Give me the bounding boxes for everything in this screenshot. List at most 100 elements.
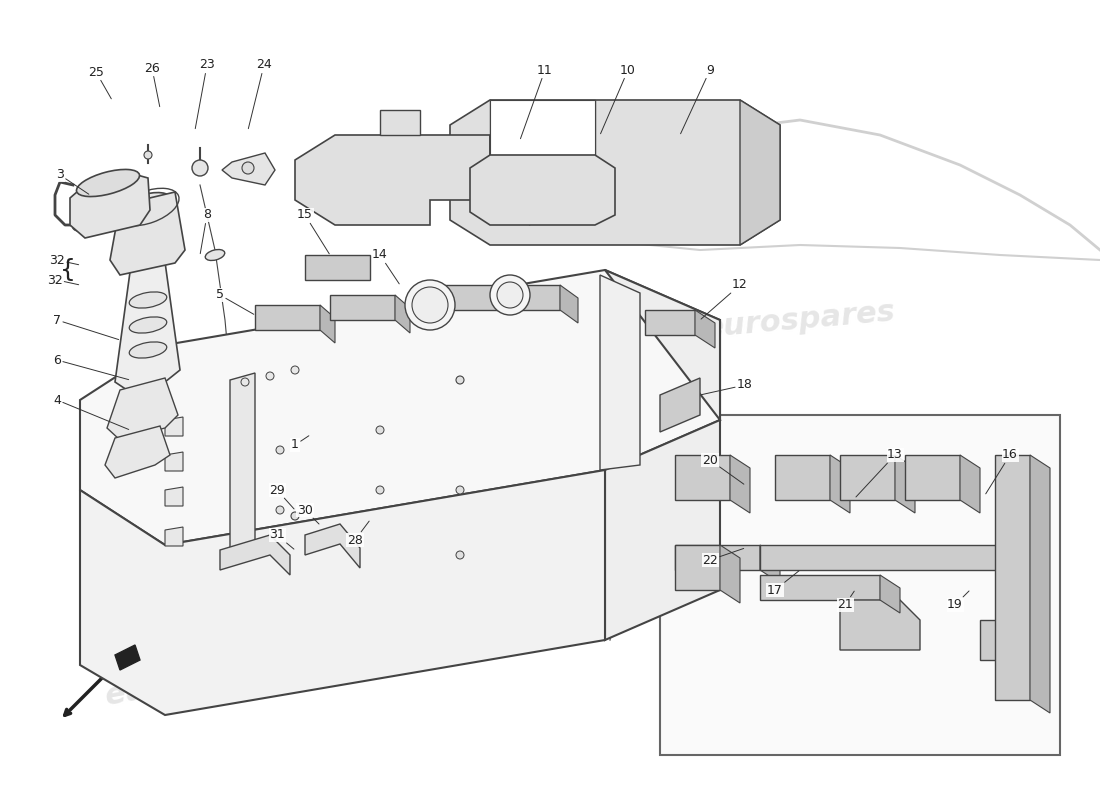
Polygon shape (1000, 545, 1020, 583)
Text: 16: 16 (986, 449, 1018, 494)
Ellipse shape (129, 342, 167, 358)
Circle shape (241, 378, 249, 386)
Polygon shape (1030, 455, 1050, 713)
Text: 32: 32 (47, 274, 63, 286)
Ellipse shape (129, 292, 167, 308)
Text: 15: 15 (297, 209, 329, 254)
Text: eurospares: eurospares (102, 649, 297, 711)
Polygon shape (490, 135, 530, 225)
Text: 23: 23 (196, 58, 214, 129)
Text: 24: 24 (249, 58, 272, 129)
Text: 31: 31 (270, 529, 294, 549)
Circle shape (497, 282, 522, 308)
Text: 25: 25 (88, 66, 111, 98)
Text: 6: 6 (53, 354, 129, 380)
Circle shape (292, 366, 299, 374)
Polygon shape (675, 455, 730, 500)
Polygon shape (776, 455, 830, 500)
Polygon shape (830, 455, 850, 513)
Text: 19: 19 (947, 591, 969, 611)
Circle shape (276, 506, 284, 514)
Text: 10: 10 (601, 63, 636, 134)
Polygon shape (80, 470, 605, 715)
Text: 12: 12 (701, 278, 748, 319)
Polygon shape (220, 535, 290, 575)
Circle shape (456, 486, 464, 494)
Ellipse shape (206, 250, 224, 261)
Polygon shape (760, 545, 780, 583)
Polygon shape (104, 426, 170, 478)
Circle shape (276, 446, 284, 454)
Polygon shape (980, 620, 1020, 660)
Ellipse shape (129, 317, 167, 333)
Text: eurospares: eurospares (552, 472, 748, 528)
Text: 20: 20 (702, 454, 744, 484)
Polygon shape (70, 173, 150, 238)
Polygon shape (165, 487, 183, 506)
Polygon shape (600, 275, 640, 470)
Circle shape (405, 280, 455, 330)
Circle shape (72, 219, 84, 231)
Polygon shape (165, 527, 183, 546)
Text: 29: 29 (270, 483, 294, 509)
Polygon shape (330, 295, 395, 320)
Text: {: { (60, 258, 76, 282)
Polygon shape (110, 192, 185, 275)
Text: 18: 18 (702, 378, 752, 394)
Polygon shape (470, 155, 615, 225)
Polygon shape (840, 600, 920, 650)
Polygon shape (605, 270, 720, 640)
Text: 13: 13 (856, 449, 903, 497)
Text: 30: 30 (297, 503, 319, 524)
Text: 21: 21 (837, 591, 855, 611)
Circle shape (144, 151, 152, 159)
Polygon shape (165, 417, 183, 436)
Polygon shape (905, 455, 960, 500)
Circle shape (490, 275, 530, 315)
Polygon shape (996, 455, 1030, 700)
Polygon shape (560, 285, 578, 323)
Text: 3: 3 (56, 169, 89, 194)
Polygon shape (740, 100, 780, 245)
Polygon shape (660, 378, 700, 432)
Circle shape (456, 376, 464, 384)
Polygon shape (155, 550, 630, 670)
Circle shape (376, 486, 384, 494)
Polygon shape (116, 645, 140, 670)
Polygon shape (840, 455, 895, 500)
Text: 4: 4 (53, 394, 129, 430)
Polygon shape (305, 255, 370, 280)
Ellipse shape (77, 170, 140, 197)
Polygon shape (675, 545, 760, 570)
Polygon shape (255, 305, 320, 330)
Text: 5: 5 (216, 289, 254, 314)
Text: 17: 17 (767, 571, 799, 597)
Polygon shape (320, 305, 336, 343)
Polygon shape (165, 452, 183, 471)
Polygon shape (230, 373, 255, 558)
Polygon shape (305, 524, 360, 568)
Polygon shape (895, 455, 915, 513)
Polygon shape (295, 135, 490, 225)
Text: 26: 26 (144, 62, 159, 106)
Polygon shape (222, 153, 275, 185)
Text: 8: 8 (200, 209, 211, 254)
Polygon shape (880, 575, 900, 613)
Polygon shape (760, 545, 1000, 570)
Ellipse shape (117, 193, 174, 227)
Text: 9: 9 (681, 63, 714, 134)
Text: 32: 32 (50, 254, 78, 266)
Polygon shape (730, 455, 750, 513)
Polygon shape (645, 310, 695, 335)
Text: eurospares: eurospares (703, 297, 898, 343)
Text: 11: 11 (520, 63, 553, 138)
Circle shape (192, 160, 208, 176)
Polygon shape (960, 455, 980, 513)
Polygon shape (695, 310, 715, 348)
Circle shape (376, 426, 384, 434)
Text: 7: 7 (53, 314, 119, 339)
Polygon shape (720, 545, 740, 603)
Circle shape (292, 512, 299, 520)
Polygon shape (1020, 620, 1040, 673)
Polygon shape (379, 110, 420, 135)
